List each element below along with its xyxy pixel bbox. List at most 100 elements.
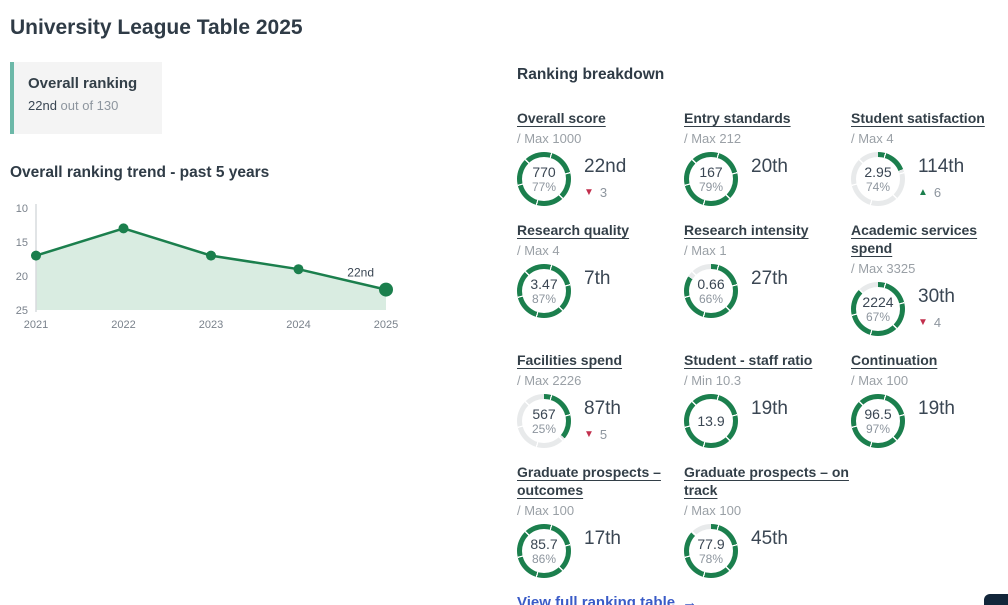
overall-ranking-card: Overall ranking 22nd out of 130: [10, 62, 162, 134]
metric-value: 96.5: [864, 405, 892, 422]
rank-change-number: 5: [599, 427, 608, 442]
rank-change-arrow-icon: ▼: [584, 428, 594, 440]
ring-center: 2224 67%: [856, 287, 900, 331]
metric-label-link[interactable]: Graduate prospects – outcomes: [517, 464, 661, 498]
metric-max-label: / Max 100: [517, 503, 575, 518]
metric-max-label: / Max 212: [684, 131, 742, 146]
overall-rank-number: 22nd: [28, 98, 57, 113]
svg-text:10: 10: [16, 203, 28, 215]
ring-center: 13.9: [689, 399, 733, 443]
ring-center: 77.9 78%: [689, 529, 733, 573]
metric-value: 3.47: [530, 275, 558, 292]
score-ring: 2224 67%: [851, 282, 905, 336]
metric-card: Graduate prospects – outcomes / Max 100 …: [517, 464, 684, 578]
metric-label-link[interactable]: Facilities spend: [517, 352, 623, 368]
score-ring: 167 79%: [684, 152, 738, 206]
metric-value: 2.95: [864, 163, 892, 180]
ranking-breakdown-section: Ranking breakdown Overall score / Max 10…: [517, 66, 1003, 605]
ring-center: 0.66 66%: [689, 269, 733, 313]
svg-text:2025: 2025: [374, 319, 398, 331]
metric-label-link[interactable]: Continuation: [851, 352, 938, 368]
metric-value: 567: [532, 405, 556, 422]
rank-change: ▼ 3: [584, 185, 626, 200]
overall-ranking-value: 22nd out of 130: [28, 98, 150, 113]
metric-value: 77.9: [697, 535, 725, 552]
metric-value: 85.7: [530, 535, 558, 552]
ring-center: 167 79%: [689, 157, 733, 201]
metric-max-label: / Min 10.3: [684, 373, 742, 388]
metric-value: 0.66: [697, 275, 725, 292]
svg-text:2021: 2021: [24, 319, 48, 331]
rank-change-number: 6: [933, 185, 942, 200]
metric-rank: 27th: [751, 268, 788, 289]
svg-text:2022: 2022: [111, 319, 135, 331]
metric-card: Student satisfaction / Max 4 2.95 74% 11…: [851, 110, 1003, 206]
metric-card: Student - staff ratio / Min 10.3 13.9 19…: [684, 352, 851, 448]
metric-card: Entry standards / Max 212 167 79% 20th: [684, 110, 851, 206]
metric-max-label: / Max 100: [684, 503, 742, 518]
metric-label-link[interactable]: Graduate prospects – on track: [684, 464, 849, 498]
rank-change-arrow-icon: ▲: [918, 186, 928, 198]
svg-text:20: 20: [16, 271, 28, 283]
ring-center: 2.95 74%: [856, 157, 900, 201]
corner-widget[interactable]: [984, 594, 1008, 605]
metric-rank: 45th: [751, 528, 788, 549]
svg-text:15: 15: [16, 237, 28, 249]
metric-card: Facilities spend / Max 2226 567 25% 87th…: [517, 352, 684, 448]
rank-change-arrow-icon: ▼: [584, 186, 594, 198]
ring-center: 567 25%: [522, 399, 566, 443]
score-ring: 0.66 66%: [684, 264, 738, 318]
metric-rank: 17th: [584, 528, 621, 549]
metric-card: Academic services spend / Max 3325 2224 …: [851, 222, 1003, 336]
metric-label-link[interactable]: Student - staff ratio: [684, 352, 813, 368]
metric-max-label: / Max 2226: [517, 373, 582, 388]
svg-text:2024: 2024: [286, 319, 310, 331]
page-title: University League Table 2025: [10, 16, 303, 39]
metric-rank: 22nd: [584, 156, 627, 177]
metric-value: 167: [699, 163, 723, 180]
arrow-right-icon: →: [682, 594, 698, 605]
svg-text:22nd: 22nd: [347, 266, 374, 280]
ring-center: 3.47 87%: [522, 269, 566, 313]
metric-percent: 78%: [698, 551, 724, 566]
metric-label-link[interactable]: Entry standards: [684, 110, 791, 126]
overall-rank-suffix: out of 130: [60, 98, 119, 113]
score-ring: 77.9 78%: [684, 524, 738, 578]
score-ring: 3.47 87%: [517, 264, 571, 318]
svg-text:2023: 2023: [199, 319, 223, 331]
metric-label-link[interactable]: Research intensity: [684, 222, 809, 238]
rank-change-number: 3: [599, 185, 608, 200]
metric-rank: 19th: [918, 398, 955, 419]
metric-percent: 79%: [698, 179, 724, 194]
metric-percent: 67%: [865, 309, 891, 324]
svg-text:25: 25: [16, 305, 28, 317]
rank-change: ▼ 5: [584, 427, 621, 442]
metric-percent: 66%: [698, 291, 724, 306]
metric-value: 2224: [862, 293, 894, 310]
metric-percent: 74%: [865, 179, 891, 194]
view-full-ranking-table-link[interactable]: View full ranking table →: [517, 594, 697, 605]
score-ring: 2.95 74%: [851, 152, 905, 206]
metric-percent: 87%: [531, 291, 557, 306]
metric-label-link[interactable]: Academic services spend: [851, 222, 978, 256]
rank-change-number: 4: [933, 315, 942, 330]
metric-label-link[interactable]: Student satisfaction: [851, 110, 985, 126]
metric-rank: 114th: [918, 156, 965, 177]
metric-percent: 77%: [531, 179, 557, 194]
overall-ranking-label: Overall ranking: [28, 75, 138, 92]
metric-card: Continuation / Max 100 96.5 97% 19th: [851, 352, 1003, 448]
metric-rank: 19th: [751, 398, 788, 419]
metric-rank: 87th: [584, 398, 621, 419]
score-ring: 96.5 97%: [851, 394, 905, 448]
metric-label-link[interactable]: Overall score: [517, 110, 606, 126]
ring-center: 770 77%: [522, 157, 566, 201]
metric-percent: 97%: [865, 421, 891, 436]
trend-title: Overall ranking trend - past 5 years: [10, 164, 270, 181]
score-ring: 13.9: [684, 394, 738, 448]
metric-percent: 86%: [531, 551, 557, 566]
metric-card: Research quality / Max 4 3.47 87% 7th: [517, 222, 684, 336]
metric-value: 770: [532, 163, 556, 180]
metric-label-link[interactable]: Research quality: [517, 222, 630, 238]
rank-change-arrow-icon: ▼: [918, 316, 928, 328]
